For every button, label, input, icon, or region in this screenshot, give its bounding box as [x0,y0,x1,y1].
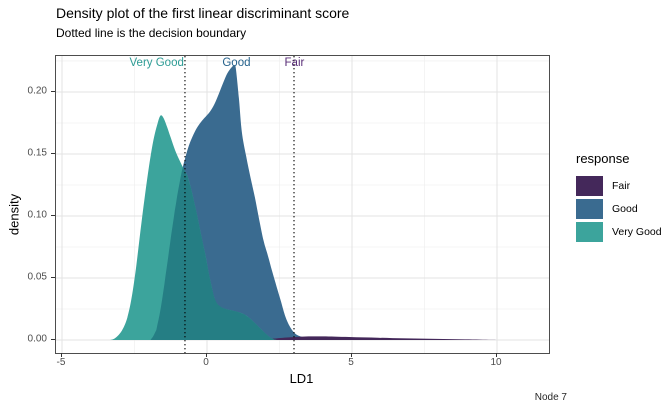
x-tick-mark [496,353,497,357]
legend-key-swatch [576,199,603,219]
plot-panel [55,55,550,354]
y-tick-label: 0.05 [27,271,47,283]
y-tick-label: 0.15 [27,147,47,159]
legend-item-label: Fair [612,180,631,192]
x-tick-mark [206,353,207,357]
legend-item-good: Good [576,199,662,219]
y-tick-label: 0.20 [27,85,47,97]
plot-title: Density plot of the first linear discrim… [56,5,350,21]
x-tick-label: 0 [203,357,209,368]
legend-title: response [576,151,630,166]
y-tick-mark [51,152,55,154]
density-area-fair [262,336,497,340]
legend-item-label: Very Good [612,226,662,238]
x-tick-label: -5 [56,357,66,368]
y-tick-label: 0.00 [27,333,47,345]
plot-subtitle: Dotted line is the decision boundary [56,26,247,40]
density-overlap-region [150,167,277,340]
x-tick-label: 10 [490,357,502,368]
annotation-label-very-good: Very Good [129,57,184,69]
x-tick-label: 5 [348,357,354,368]
plot-caption: Node 7 [534,392,567,403]
legend: response Fair Good Very Good [576,151,662,245]
legend-item-fair: Fair [576,176,662,196]
legend-key-swatch [576,176,603,196]
y-tick-mark [51,276,55,278]
annotation-label-good: Good [222,57,251,69]
legend-key-swatch [576,222,603,242]
legend-items: Fair Good Very Good [576,176,662,242]
x-tick-mark [351,353,352,357]
y-tick-label: 0.10 [27,209,47,221]
annotation-label-fair: Fair [284,57,305,69]
y-tick-mark [51,90,55,92]
legend-item-label: Good [612,203,638,215]
y-tick-mark [51,214,55,216]
x-tick-mark [61,353,62,357]
legend-item-very-good: Very Good [576,222,662,242]
x-axis-title: LD1 [289,371,314,386]
y-tick-mark [51,338,55,340]
density-chart-canvas [56,56,549,353]
